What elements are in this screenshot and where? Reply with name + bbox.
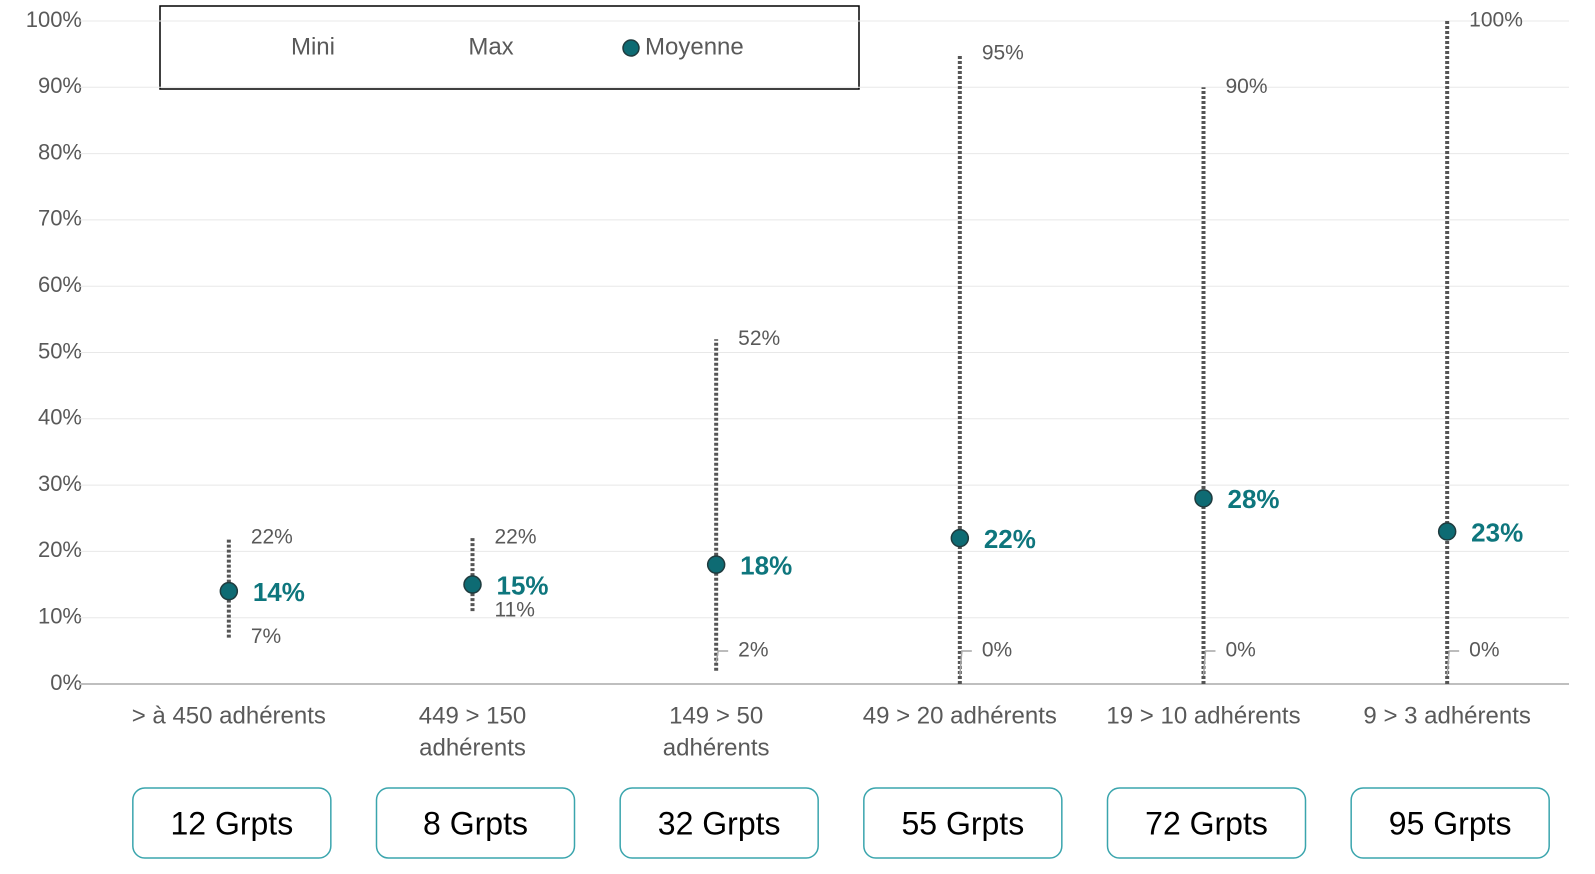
max-label: 100%	[1469, 9, 1523, 32]
min-label: 11%	[495, 599, 535, 622]
group-box	[863, 787, 1063, 859]
min-label: 0%	[1469, 639, 1499, 662]
mean-marker	[706, 555, 726, 574]
x-tick-label: adhérents	[419, 734, 526, 761]
x-tick-label: 449 > 150	[419, 702, 526, 729]
legend-box	[159, 5, 860, 90]
mean-label: 28%	[1228, 484, 1280, 514]
y-tick-label: 40%	[38, 405, 82, 430]
mean-label: 18%	[740, 551, 792, 581]
max-label: 95%	[982, 42, 1024, 65]
y-tick-label: 90%	[38, 73, 82, 98]
x-tick-label: 49 > 20 adhérents	[863, 702, 1057, 729]
group-count: 55 Grpts	[901, 805, 1024, 841]
mean-marker	[1437, 522, 1457, 541]
min-label: 2%	[738, 639, 768, 662]
mean-marker	[463, 575, 482, 594]
leader-line	[959, 650, 972, 677]
group-box	[375, 787, 576, 859]
mean-label: 23%	[1471, 517, 1523, 547]
x-tick-label: > à 450 adhérents	[132, 702, 326, 729]
mean-label: 22%	[984, 524, 1036, 554]
y-tick-label: 60%	[38, 272, 82, 297]
leader-line	[1446, 650, 1460, 677]
y-tick-label: 10%	[38, 604, 82, 629]
x-tick-label: 19 > 10 adhérents	[1106, 702, 1300, 729]
x-tick-label: 9 > 3 adhérents	[1363, 702, 1530, 729]
group-box	[619, 787, 819, 859]
legend-label: Moyenne	[645, 33, 744, 60]
y-tick-label: 20%	[38, 537, 82, 562]
y-tick-label: 70%	[38, 206, 82, 231]
y-tick-label: 30%	[38, 471, 82, 496]
y-tick-label: 100%	[26, 7, 82, 32]
y-tick-label: 80%	[38, 139, 82, 164]
mean-marker	[950, 528, 970, 548]
max-label: 22%	[251, 526, 293, 549]
leader-line	[715, 650, 729, 663]
y-tick-label: 50%	[38, 338, 82, 363]
mean-marker	[219, 581, 239, 601]
legend-label: Mini	[291, 33, 335, 60]
max-label: 52%	[738, 327, 780, 350]
min-label: 0%	[1226, 639, 1256, 662]
mean-label: 15%	[497, 570, 549, 600]
mean-label: 14%	[253, 577, 305, 607]
group-count: 95 Grpts	[1389, 805, 1512, 841]
group-count: 32 Grpts	[658, 805, 781, 841]
x-tick-label: 149 > 50	[669, 702, 763, 729]
x-tick-label: adhérents	[663, 734, 770, 761]
min-label: 7%	[251, 625, 281, 648]
min-label: 0%	[982, 639, 1012, 662]
max-label: 90%	[1226, 75, 1268, 98]
legend-label: Max	[468, 33, 513, 60]
group-count: 12 Grpts	[170, 805, 293, 841]
group-box	[1106, 787, 1307, 859]
legend-marker	[622, 39, 640, 57]
y-tick-label: 0%	[50, 670, 82, 695]
group-count: 72 Grpts	[1145, 805, 1268, 841]
group-box	[132, 787, 332, 859]
group-box	[1350, 787, 1550, 859]
group-count: 8 Grpts	[423, 805, 528, 841]
leader-line	[1202, 650, 1216, 677]
mean-marker	[1194, 489, 1213, 508]
max-label: 22%	[495, 526, 537, 549]
